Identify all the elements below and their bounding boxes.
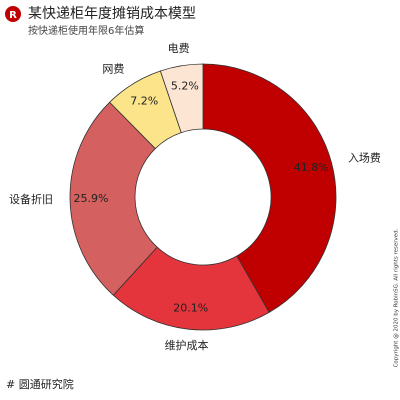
chart-title: 某快递柜年度摊销成本模型 — [28, 6, 196, 22]
category-label: 设备折旧 — [9, 192, 53, 206]
category-label: 电费 — [168, 42, 190, 55]
category-label: 入场费 — [348, 150, 381, 164]
category-label: 网费 — [102, 62, 124, 75]
value-label: 7.2% — [130, 95, 158, 108]
copyright: Copyright @ 2020 by RobinSG. All rights … — [394, 228, 400, 367]
value-label: 20.1% — [173, 301, 208, 314]
logo: R — [9, 10, 17, 21]
value-label: 25.9% — [74, 192, 109, 205]
value-label: 5.2% — [171, 79, 199, 92]
logo-badge — [5, 6, 21, 22]
donut-slice — [69, 101, 158, 296]
donut-slice — [112, 246, 270, 331]
chart-subtitle: 按快递柜使用年限6年估算 — [28, 24, 144, 37]
category-label: 维护成本 — [165, 338, 209, 352]
donut-slice — [202, 63, 337, 313]
donut-slice — [159, 63, 204, 134]
value-label: 41.8% — [294, 161, 329, 174]
source: # 圆通研究院 — [6, 377, 74, 391]
